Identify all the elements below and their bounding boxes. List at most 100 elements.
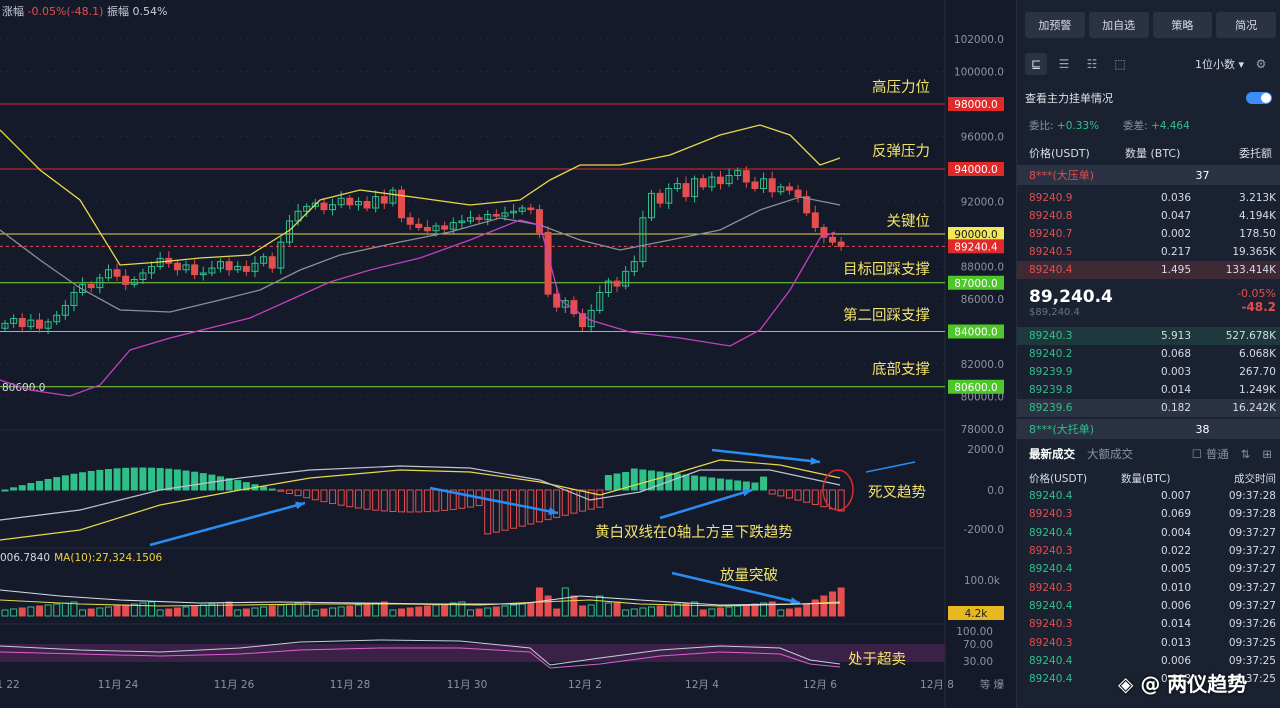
macd-axis-label: 2000.0 — [967, 444, 1004, 456]
price-col-header[interactable]: 价格(USDT) — [1029, 147, 1090, 160]
trade-row-qty: 0.022 — [1160, 545, 1191, 558]
price-tag — [948, 379, 1004, 394]
trade-row-price: 89240.4 — [1029, 599, 1073, 612]
filter-checkbox[interactable]: ☐ 普通 — [1191, 447, 1229, 461]
trade-row[interactable]: 89240.4 0.006 09:37:25 — [1017, 652, 1280, 670]
ask-row[interactable]: 89240.4 1.495 133.414K — [1017, 261, 1280, 279]
volume-bar — [630, 608, 638, 617]
candle — [389, 189, 397, 204]
trade-row[interactable]: 89240.4 0.006 09:37:27 — [1017, 597, 1280, 615]
price-axis-label: 100000.0 — [954, 67, 1004, 79]
ask-row-qty: 0.217 — [1160, 246, 1191, 258]
big-ask-name: 8***(大压单) — [1029, 169, 1095, 182]
candle — [268, 256, 276, 269]
chart-area[interactable]: 102000.0 100000.0 96000.0 92000.0 88000.0 860… — [0, 0, 1016, 708]
trade-row[interactable]: 89240.3 0.069 09:37:28 — [1017, 505, 1280, 523]
bid-row[interactable]: 89239.6 0.182 16.242K — [1017, 399, 1280, 417]
sort-icon[interactable]: ⇅ — [1240, 447, 1251, 461]
candle — [251, 262, 259, 272]
candle — [553, 293, 561, 308]
bid-row[interactable]: 89239.8 0.014 1.249K — [1017, 381, 1280, 399]
macd-histogram-bar — [708, 477, 716, 491]
macd-histogram-bar — [173, 469, 181, 491]
candle — [630, 261, 638, 272]
trades-list: 89240.4 0.007 09:37:28 89240.3 0.069 09:37:28… — [1017, 487, 1280, 688]
trade-row[interactable]: 89240.3 0.010 09:37:27 — [1017, 578, 1280, 596]
decimal-select[interactable]: 1位小数 ▾ — [1195, 56, 1244, 72]
order-diff-value: +4.464 — [1150, 120, 1190, 132]
tab-large-trades[interactable]: 大额成交 — [1087, 447, 1133, 461]
bid-row[interactable]: 89239.9 0.003 267.70 — [1017, 363, 1280, 381]
volume-bar — [346, 605, 354, 617]
depth-icon[interactable]: ☷ — [1086, 57, 1098, 71]
candle — [113, 269, 121, 277]
trade-row[interactable]: 89240.4 0.005 09:37:27 — [1017, 560, 1280, 578]
macd-histogram-bar — [165, 468, 173, 491]
bid-row-price: 89239.6 — [1029, 402, 1073, 414]
volume-bar — [458, 601, 466, 617]
ask-row[interactable]: 89240.9 0.036 3.213K — [1017, 189, 1280, 207]
decimal-label: 1位小数 — [1194, 58, 1235, 71]
fullscreen-icon[interactable]: ⬚ — [1114, 57, 1126, 71]
candle — [18, 318, 26, 328]
main-orders-toggle[interactable] — [1246, 92, 1272, 104]
candle — [484, 214, 492, 220]
add-alert-button[interactable]: 加预警 — [1025, 12, 1085, 38]
settings-icon[interactable]: ⚙ — [1255, 57, 1267, 71]
layout-icon[interactable]: ⊑ — [1025, 53, 1047, 75]
candle — [199, 272, 207, 276]
volume-bar — [208, 603, 216, 617]
ask-row-qty: 1.495 — [1160, 264, 1191, 276]
overview-button[interactable]: 简况 — [1216, 12, 1276, 38]
macd-histogram-bar — [104, 468, 112, 491]
bid-row[interactable]: 89240.3 5.913 527.678K — [1017, 327, 1280, 345]
total-col-header[interactable]: 委托额 — [1239, 147, 1272, 160]
candle — [449, 222, 457, 230]
tab-latest-trades[interactable]: 最新成交 — [1029, 447, 1075, 461]
macd-histogram-bar — [337, 489, 345, 506]
macd-histogram-bar — [87, 470, 95, 491]
ask-row[interactable]: 89240.8 0.047 4.194K — [1017, 207, 1280, 225]
candle — [803, 196, 811, 214]
level-label: 反弹压力 — [872, 143, 930, 160]
ask-row[interactable]: 89240.5 0.217 19.365K — [1017, 243, 1280, 261]
macd-histogram-bar — [242, 482, 250, 491]
trade-row[interactable]: 89240.4 0.003 09:37:25 — [1017, 670, 1280, 688]
macd-histogram-bar — [561, 489, 569, 516]
list-icon[interactable]: ☰ — [1058, 57, 1070, 71]
candle — [130, 279, 138, 285]
volume-bar — [406, 607, 414, 617]
strategy-button[interactable]: 策略 — [1152, 12, 1213, 38]
add-watchlist-button[interactable]: 加自选 — [1088, 12, 1149, 38]
big-bid-row[interactable]: 8***(大托单) 38 — [1017, 419, 1280, 439]
trade-row-qty: 0.069 — [1160, 508, 1191, 521]
candle — [682, 183, 690, 198]
bid-row[interactable]: 89240.2 0.068 6.068K — [1017, 345, 1280, 363]
macd-histogram-bar — [294, 489, 302, 497]
grid-icon[interactable]: ⊞ — [1262, 447, 1272, 461]
ask-row[interactable]: 89240.7 0.002 178.50 — [1017, 225, 1280, 243]
volume-bar — [622, 609, 630, 617]
volume-ma10: MA(10):27,324.1506 — [54, 552, 163, 564]
candle — [725, 175, 733, 185]
volume-bar — [579, 605, 587, 617]
volume-note-label: 放量突破 — [720, 567, 778, 584]
candlestick-chart[interactable]: 102000.0 100000.0 96000.0 92000.0 88000.0 860… — [0, 0, 1016, 708]
candle — [242, 266, 250, 272]
trade-price-header: 价格(USDT) — [1029, 473, 1088, 485]
bid-row-value: 267.70 — [1239, 366, 1276, 378]
qty-col-header[interactable]: 数量 (BTC) — [1125, 147, 1181, 160]
trade-row[interactable]: 89240.4 0.007 09:37:28 — [1017, 487, 1280, 505]
rsi-axis-label: 70.00 — [963, 639, 993, 651]
trade-row[interactable]: 89240.3 0.022 09:37:27 — [1017, 542, 1280, 560]
volume-bar — [44, 604, 52, 617]
big-ask-row[interactable]: 8***(大压单) 37 — [1017, 165, 1280, 185]
trade-row[interactable]: 89240.3 0.013 09:37:25 — [1017, 633, 1280, 651]
trade-row[interactable]: 89240.4 0.004 09:37:27 — [1017, 524, 1280, 542]
macd-histogram-bar — [423, 489, 431, 513]
chevron-down-icon: ▾ — [1238, 58, 1244, 71]
macd-histogram-bar — [768, 489, 776, 495]
macd-histogram-bar — [630, 468, 638, 491]
trade-row[interactable]: 89240.3 0.014 09:37:26 — [1017, 615, 1280, 633]
volume-bar — [803, 603, 811, 617]
